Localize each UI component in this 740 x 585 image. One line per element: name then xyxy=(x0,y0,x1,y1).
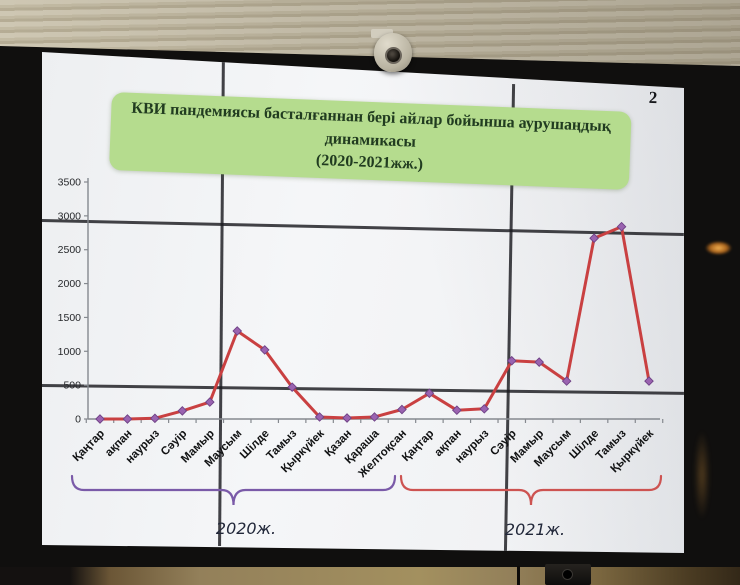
data-point xyxy=(397,404,407,415)
data-point xyxy=(95,414,105,424)
data-point xyxy=(479,404,490,414)
data-point xyxy=(424,388,435,399)
data-point xyxy=(589,233,599,244)
data-point xyxy=(232,326,243,336)
data-point xyxy=(452,405,462,416)
data-point xyxy=(506,355,517,366)
y-tick-label: 1000 xyxy=(58,346,82,358)
desk-camera-lens-icon xyxy=(562,569,573,580)
reflection-glow xyxy=(705,241,732,255)
y-tick-label: 2500 xyxy=(58,244,82,256)
data-point xyxy=(534,357,545,367)
data-point xyxy=(259,345,270,355)
y-tick-label: 2000 xyxy=(58,278,82,290)
y-tick-label: 0 xyxy=(75,414,81,426)
camera-lens-icon xyxy=(385,47,402,64)
y-tick-label: 1500 xyxy=(58,312,82,324)
video-wall-screen: КВИ пандемиясы басталғаннан бері айлар б… xyxy=(42,52,684,553)
year-brace-2021 xyxy=(399,474,663,506)
data-point xyxy=(342,413,352,423)
data-point xyxy=(616,221,627,232)
data-point xyxy=(644,376,654,386)
data-point xyxy=(561,376,572,386)
slide-page-number: 2 xyxy=(648,87,658,108)
desk-surface xyxy=(0,567,740,585)
data-point xyxy=(369,412,380,422)
reflection-streak xyxy=(694,430,710,520)
data-point xyxy=(177,406,188,416)
data-point xyxy=(314,412,325,422)
chart-canvas: 0500100015002000250030003500Қаңтарақпанн… xyxy=(58,177,664,506)
y-tick-label: 3500 xyxy=(58,177,82,189)
data-point xyxy=(122,414,133,424)
y-tick-label: 500 xyxy=(63,380,81,392)
year-label-2020: 2020ж. xyxy=(215,519,277,538)
series-line xyxy=(98,225,651,421)
desk-camera-device xyxy=(545,564,591,585)
x-axis-label: Қаңтар xyxy=(71,428,107,464)
data-point xyxy=(150,413,160,424)
data-point xyxy=(287,382,297,393)
y-tick-label: 3000 xyxy=(58,210,82,222)
year-label-2021: 2021ж. xyxy=(504,520,566,539)
year-brace-2020 xyxy=(70,474,397,506)
desk-divider xyxy=(517,566,520,585)
camera-mount xyxy=(371,29,393,38)
data-point xyxy=(204,397,215,407)
